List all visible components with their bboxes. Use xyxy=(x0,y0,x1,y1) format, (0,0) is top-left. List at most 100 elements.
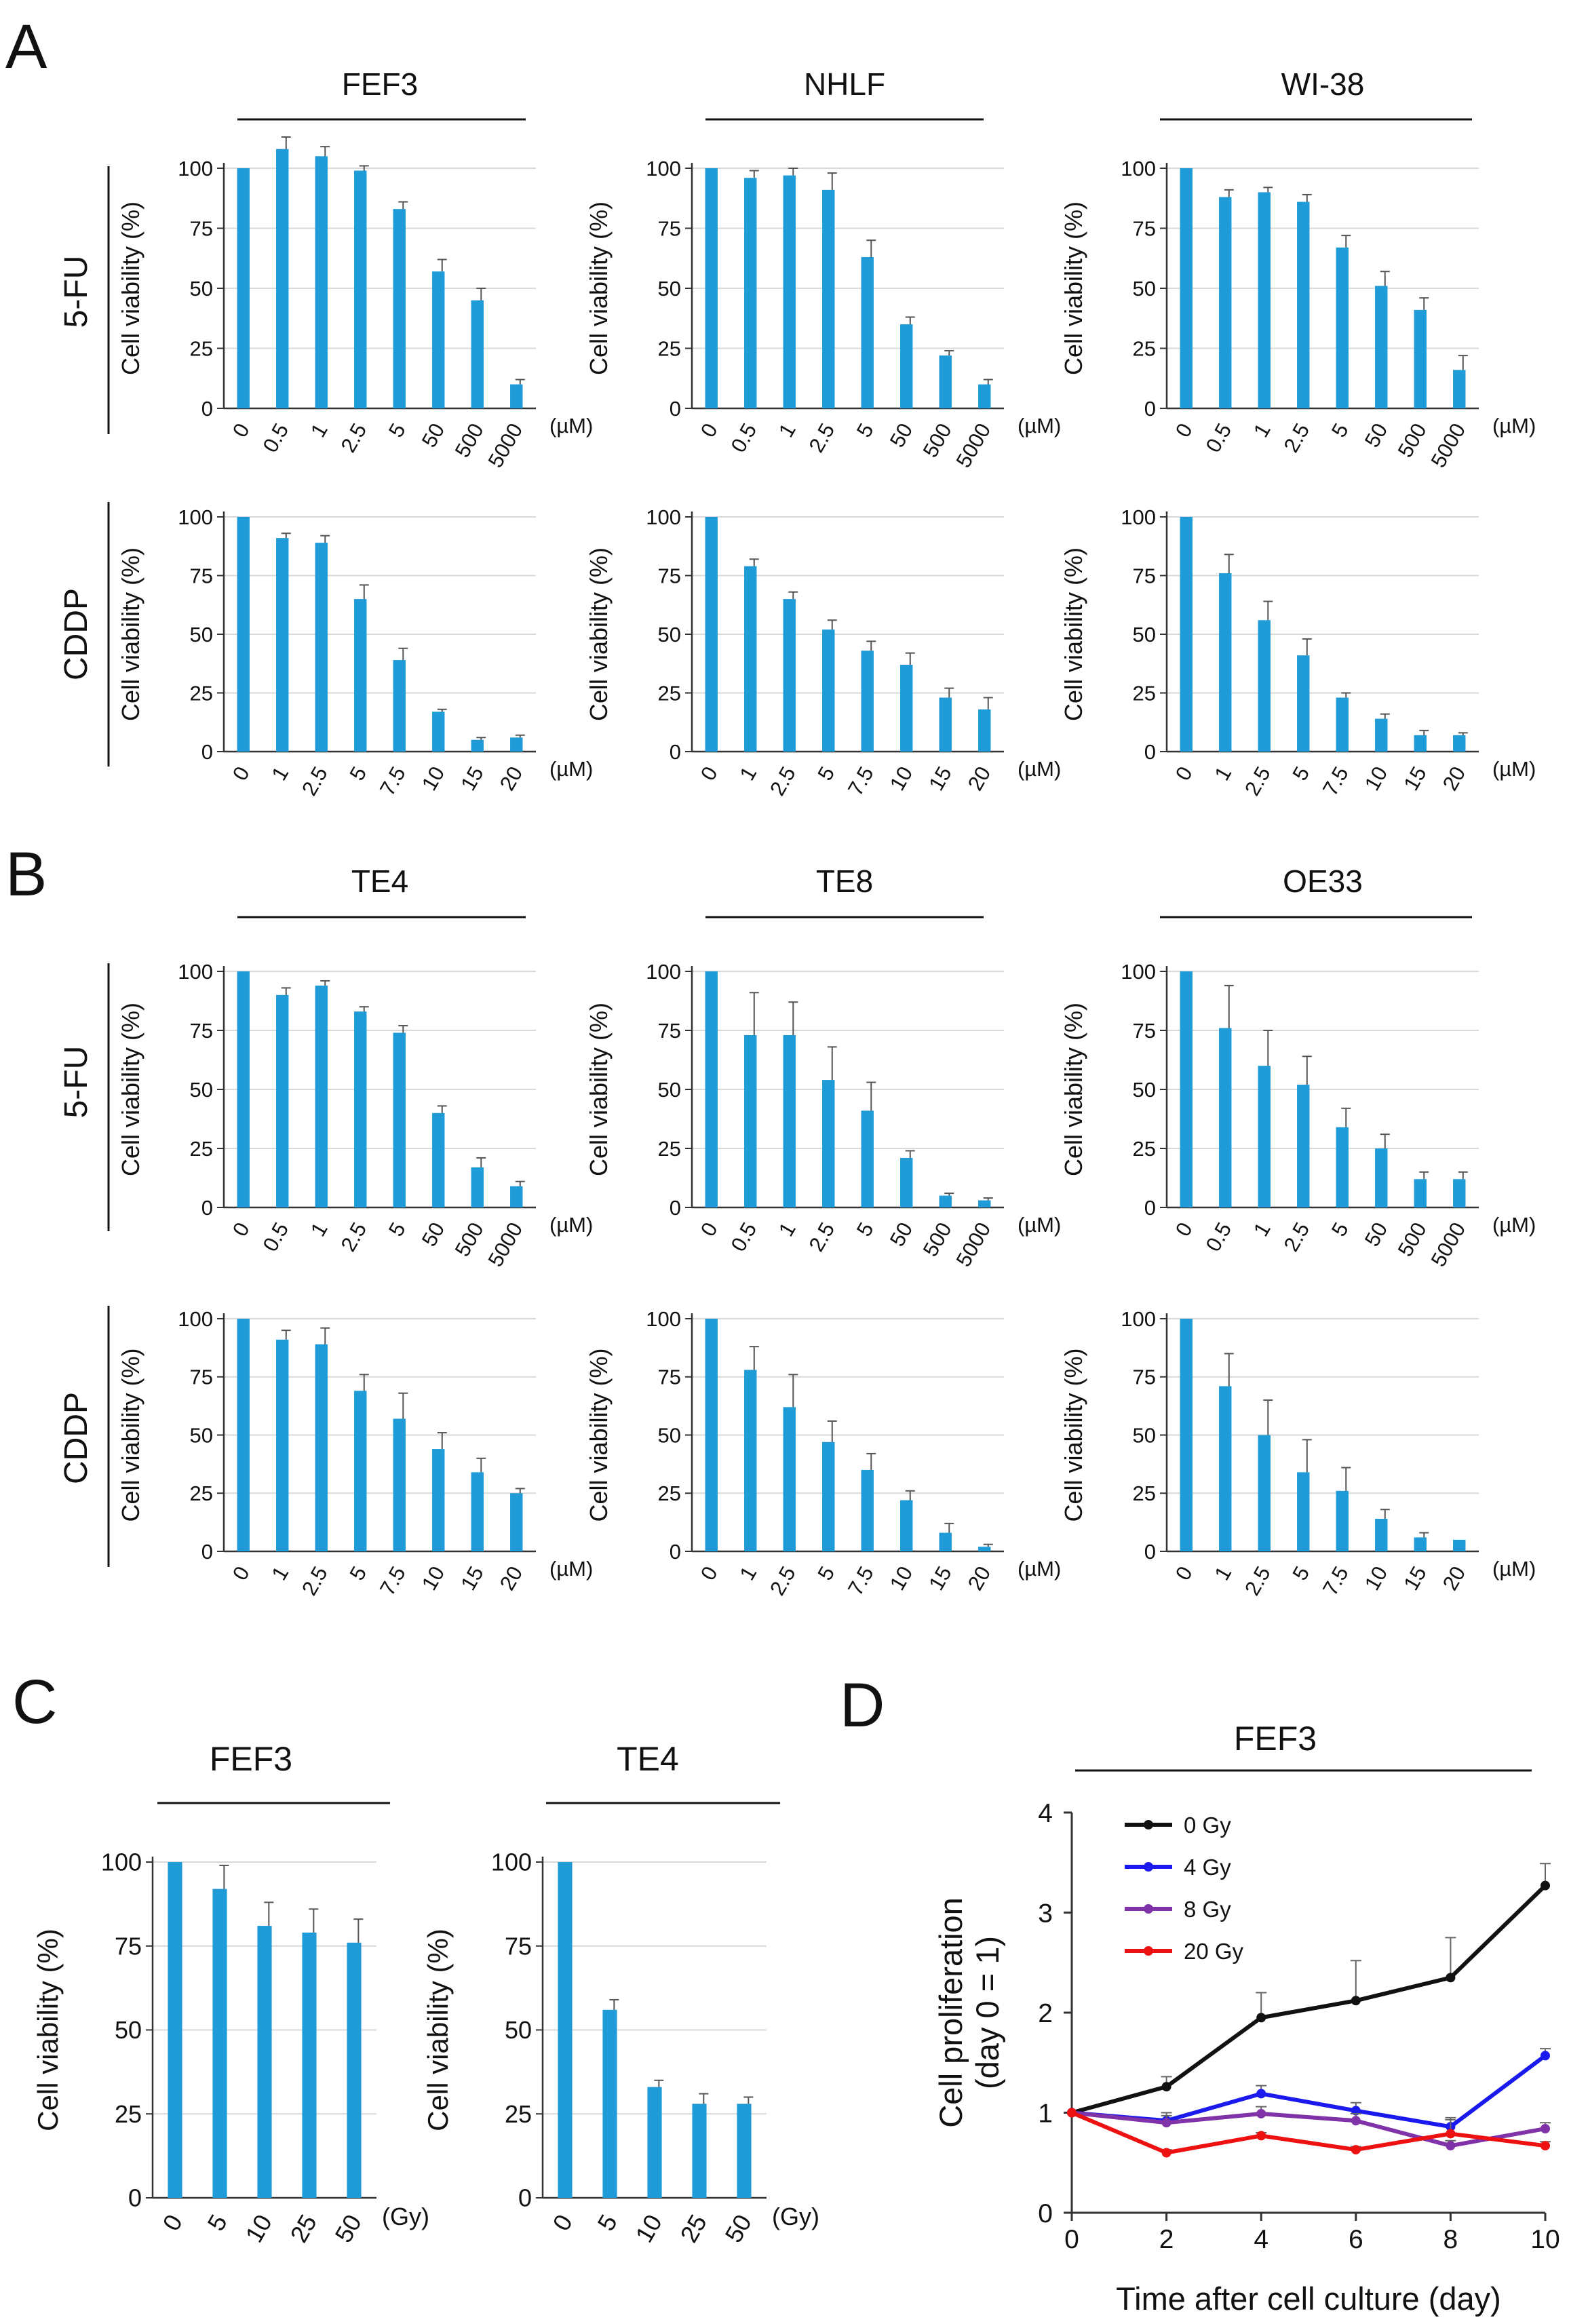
bar-0.5 xyxy=(744,1034,757,1207)
y-tick-label: 75 xyxy=(1133,564,1156,587)
bar-0 xyxy=(705,168,718,408)
y-tick-label: 100 xyxy=(1121,960,1156,984)
x-tick-label: 8 xyxy=(1444,2225,1458,2254)
x-tick-label-1: 1 xyxy=(1209,1562,1236,1584)
x-tick-label-10: 10 xyxy=(885,1562,918,1594)
bar-2.5 xyxy=(1297,201,1310,408)
y-tick-label: 2 xyxy=(1038,1999,1053,2028)
bar-0 xyxy=(237,1319,250,1551)
x-tick-label-1: 1 xyxy=(267,1562,293,1584)
x-tick-label-5: 5 xyxy=(345,762,371,784)
bar-5000 xyxy=(1453,370,1466,408)
y-tick-label: 75 xyxy=(658,216,681,240)
y-tick-label: 50 xyxy=(190,1423,213,1447)
x-tick-label-50: 50 xyxy=(885,419,918,451)
unit-label: (µM) xyxy=(549,414,593,438)
bar-0.5 xyxy=(1219,1028,1232,1207)
x-tick-label-0: 0 xyxy=(157,2210,188,2236)
bar-10 xyxy=(900,1500,913,1551)
bar-2.5 xyxy=(354,1011,367,1207)
y-axis-title: Cell viability (%) xyxy=(1060,201,1087,375)
y-tick-label: 50 xyxy=(190,623,213,646)
bar-0 xyxy=(237,168,250,408)
unit-label: (µM) xyxy=(549,1213,593,1237)
x-tick-label: 2 xyxy=(1159,2225,1174,2254)
x-tick-label-5: 5 xyxy=(852,1218,878,1240)
bar-5 xyxy=(354,1391,367,1551)
unit-label: (Gy) xyxy=(772,2203,819,2230)
y-tick-label: 100 xyxy=(178,505,213,529)
x-tick-label-5000: 5000 xyxy=(484,419,528,471)
bar-10 xyxy=(432,712,445,752)
y-axis-title: Cell viability (%) xyxy=(32,1929,64,2131)
legend-label: 0 Gy xyxy=(1184,1813,1231,1838)
y-tick-label: 25 xyxy=(190,336,213,360)
bar-2.5 xyxy=(783,599,796,752)
y-tick-label: 100 xyxy=(178,1307,213,1331)
x-tick-label-5000: 5000 xyxy=(952,1218,996,1271)
y-tick-label: 100 xyxy=(1121,157,1156,180)
x-tick-label-25: 25 xyxy=(674,2210,712,2247)
y-tick-label: 75 xyxy=(505,1932,532,1960)
line-chart-D-FEF3: FEF3 0 1 2 3 4 0 2 4 6 8 10 Time after cell culture … xyxy=(933,1720,1560,2317)
column-title-A-5FU-FEF3: FEF3 xyxy=(342,66,418,102)
x-tick-label-0.5: 0.5 xyxy=(258,419,293,457)
bar-5 xyxy=(1336,247,1349,408)
bar-1 xyxy=(276,538,289,752)
y-tick-label: 100 xyxy=(101,1848,142,1876)
panel-d-title: FEF3 xyxy=(1234,1720,1317,1758)
x-tick-label-500: 500 xyxy=(450,1218,488,1260)
y-tick-label: 50 xyxy=(190,277,213,301)
bar-2.5 xyxy=(1297,1085,1310,1207)
y-tick-label: 25 xyxy=(658,1137,681,1161)
y-axis-title-line-2: (day 0 = 1) xyxy=(969,1936,1005,2089)
x-tick-label-15: 15 xyxy=(1399,762,1431,794)
y-tick-label: 25 xyxy=(115,2100,142,2128)
x-tick-label-0: 0 xyxy=(1171,1218,1197,1240)
bar-25 xyxy=(692,2104,707,2198)
bar-10 xyxy=(257,1926,272,2198)
x-tick-label-20: 20 xyxy=(963,1562,996,1594)
x-tick-label-2.5: 2.5 xyxy=(804,419,839,457)
y-axis-title-line-1: Cell proliferation xyxy=(933,1897,969,2128)
bar-15 xyxy=(471,1472,484,1551)
x-tick-label-10: 10 xyxy=(885,762,918,794)
bar-50 xyxy=(900,1157,913,1207)
bar-1 xyxy=(315,156,328,409)
bar-20 xyxy=(978,709,991,752)
y-tick-label: 0 xyxy=(1144,1196,1156,1220)
bar-5 xyxy=(1297,1472,1310,1551)
bar-15 xyxy=(939,697,952,752)
bar-1 xyxy=(315,985,328,1207)
y-tick-label: 100 xyxy=(1121,1307,1156,1331)
x-tick-label-0.5: 0.5 xyxy=(726,419,761,457)
x-tick-label-1: 1 xyxy=(306,1218,332,1240)
bar-1 xyxy=(1258,1066,1271,1207)
x-tick-label-0: 0 xyxy=(228,1218,254,1240)
row-label-0: 5-FU xyxy=(58,256,94,328)
y-tick-label: 0 xyxy=(201,1196,213,1220)
data-point xyxy=(1446,1973,1456,1983)
unit-label: (µM) xyxy=(1492,414,1536,438)
bar-7.5 xyxy=(1336,697,1349,752)
x-tick-label-2.5: 2.5 xyxy=(297,762,332,800)
y-tick-label: 50 xyxy=(1133,623,1156,646)
bar-5000 xyxy=(510,1186,523,1207)
legend-marker xyxy=(1144,1946,1153,1956)
y-axis-title: Cell viability (%) xyxy=(117,1003,144,1176)
y-axis-title: Cell viability (%) xyxy=(422,1929,454,2131)
legend-label: 8 Gy xyxy=(1184,1897,1231,1922)
x-tick-label-5: 5 xyxy=(852,419,878,441)
x-tick-label-500: 500 xyxy=(450,419,488,461)
bar-1 xyxy=(744,1370,757,1551)
unit-label: (µM) xyxy=(1018,757,1061,781)
bar-0 xyxy=(1180,1319,1193,1551)
x-tick-label-2.5: 2.5 xyxy=(1279,1218,1314,1256)
x-tick-label-500: 500 xyxy=(918,419,956,461)
bar-5 xyxy=(602,2009,617,2198)
x-tick-label-7.5: 7.5 xyxy=(375,1562,410,1600)
y-tick-label: 0 xyxy=(670,740,681,764)
